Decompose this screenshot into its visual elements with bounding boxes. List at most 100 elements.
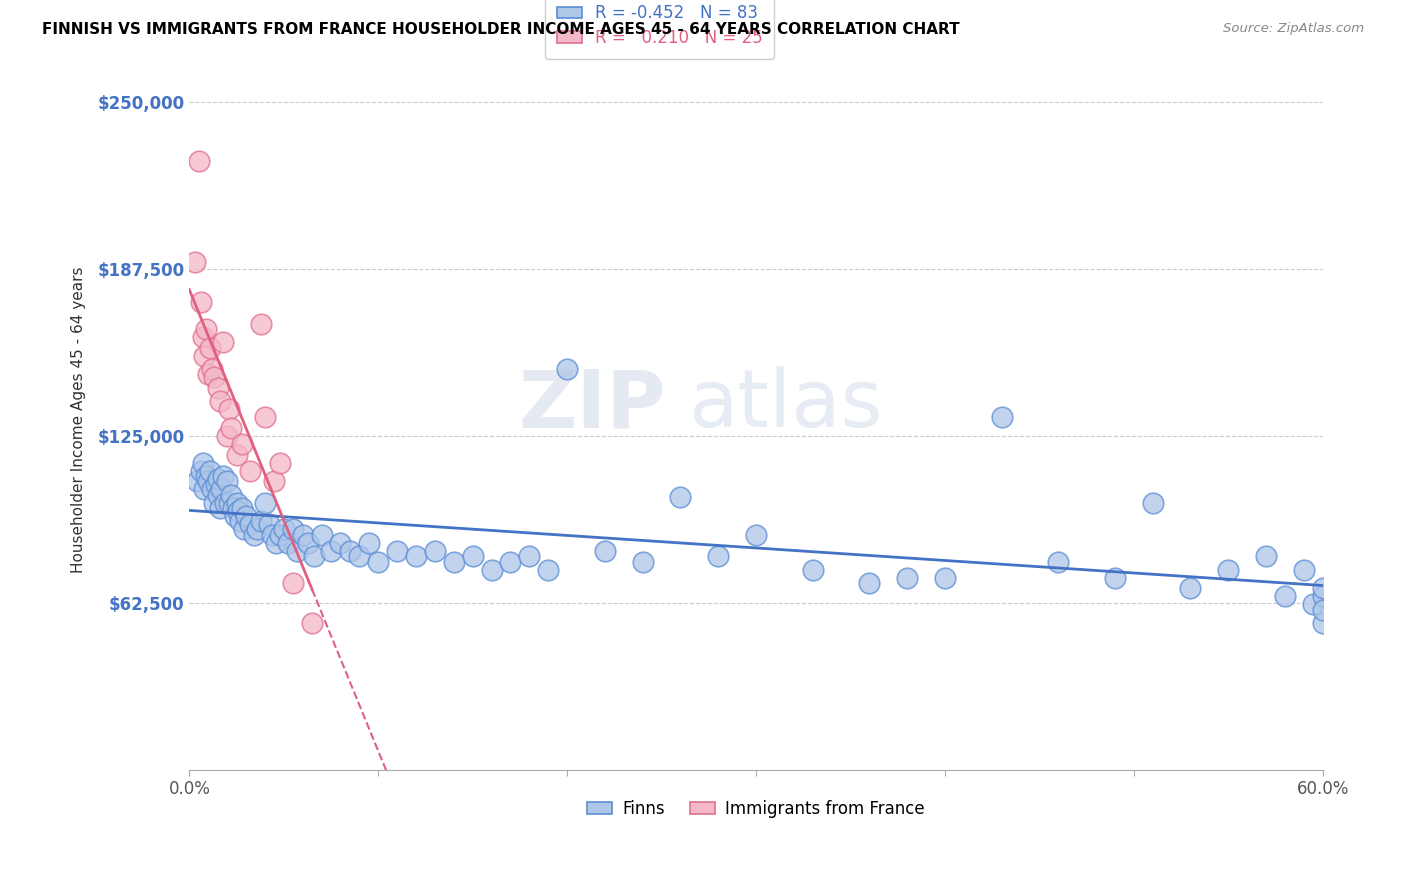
Text: FINNISH VS IMMIGRANTS FROM FRANCE HOUSEHOLDER INCOME AGES 45 - 64 YEARS CORRELAT: FINNISH VS IMMIGRANTS FROM FRANCE HOUSEH… bbox=[42, 22, 960, 37]
Point bbox=[443, 555, 465, 569]
Point bbox=[250, 317, 273, 331]
Point bbox=[211, 483, 233, 497]
Point bbox=[231, 437, 253, 451]
Point bbox=[269, 456, 291, 470]
Point bbox=[1312, 602, 1334, 616]
Point bbox=[555, 362, 578, 376]
Point bbox=[197, 368, 219, 382]
Point bbox=[896, 571, 918, 585]
Point bbox=[207, 381, 229, 395]
Point bbox=[190, 295, 212, 310]
Point bbox=[195, 469, 218, 483]
Point bbox=[193, 349, 215, 363]
Point bbox=[253, 410, 276, 425]
Point bbox=[367, 555, 389, 569]
Point bbox=[283, 576, 305, 591]
Point bbox=[202, 370, 225, 384]
Point bbox=[201, 362, 224, 376]
Point bbox=[204, 477, 226, 491]
Point bbox=[461, 549, 484, 564]
Point bbox=[593, 544, 616, 558]
Text: ZIP: ZIP bbox=[517, 367, 665, 444]
Point bbox=[262, 528, 284, 542]
Point bbox=[858, 576, 880, 591]
Point bbox=[285, 544, 308, 558]
Point bbox=[198, 464, 221, 478]
Point bbox=[190, 464, 212, 478]
Point bbox=[239, 517, 262, 532]
Point bbox=[269, 528, 291, 542]
Legend: Finns, Immigrants from France: Finns, Immigrants from France bbox=[581, 794, 931, 825]
Point bbox=[208, 394, 231, 409]
Point bbox=[198, 341, 221, 355]
Point bbox=[231, 501, 253, 516]
Point bbox=[273, 523, 295, 537]
Point bbox=[239, 464, 262, 478]
Point bbox=[934, 571, 956, 585]
Point bbox=[311, 528, 333, 542]
Point bbox=[197, 475, 219, 489]
Point bbox=[1047, 555, 1070, 569]
Point bbox=[225, 448, 247, 462]
Point bbox=[499, 555, 522, 569]
Point bbox=[1104, 571, 1126, 585]
Point bbox=[219, 421, 242, 435]
Point bbox=[339, 544, 361, 558]
Point bbox=[212, 469, 235, 483]
Point bbox=[218, 496, 240, 510]
Point bbox=[1292, 563, 1315, 577]
Point bbox=[253, 496, 276, 510]
Point bbox=[319, 544, 342, 558]
Point bbox=[195, 322, 218, 336]
Point bbox=[302, 549, 325, 564]
Point bbox=[202, 496, 225, 510]
Point bbox=[250, 515, 273, 529]
Point bbox=[263, 475, 285, 489]
Point bbox=[184, 255, 207, 269]
Point bbox=[291, 528, 314, 542]
Point bbox=[1302, 597, 1324, 611]
Y-axis label: Householder Income Ages 45 - 64 years: Householder Income Ages 45 - 64 years bbox=[72, 266, 86, 573]
Point bbox=[208, 501, 231, 516]
Point bbox=[1312, 615, 1334, 630]
Point bbox=[233, 523, 256, 537]
Point bbox=[801, 563, 824, 577]
Point bbox=[193, 483, 215, 497]
Point bbox=[405, 549, 427, 564]
Point bbox=[235, 509, 257, 524]
Point bbox=[349, 549, 371, 564]
Text: Source: ZipAtlas.com: Source: ZipAtlas.com bbox=[1223, 22, 1364, 36]
Point bbox=[990, 410, 1012, 425]
Point bbox=[186, 475, 208, 489]
Point bbox=[212, 335, 235, 350]
Point bbox=[219, 488, 242, 502]
Point bbox=[1218, 563, 1240, 577]
Point bbox=[301, 615, 323, 630]
Point bbox=[481, 563, 503, 577]
Point bbox=[277, 536, 299, 550]
Point bbox=[631, 555, 654, 569]
Point bbox=[207, 472, 229, 486]
Point bbox=[217, 475, 239, 489]
Point bbox=[385, 544, 408, 558]
Point bbox=[707, 549, 730, 564]
Point bbox=[214, 496, 236, 510]
Point bbox=[329, 536, 352, 550]
Point bbox=[297, 536, 319, 550]
Point bbox=[224, 509, 246, 524]
Point bbox=[1254, 549, 1277, 564]
Point bbox=[225, 496, 247, 510]
Point bbox=[423, 544, 446, 558]
Point bbox=[217, 429, 239, 443]
Point bbox=[745, 528, 768, 542]
Point bbox=[1274, 589, 1296, 603]
Point bbox=[222, 501, 245, 516]
Point bbox=[357, 536, 380, 550]
Point bbox=[246, 523, 269, 537]
Point bbox=[191, 330, 214, 344]
Point bbox=[1180, 582, 1202, 596]
Point bbox=[669, 491, 692, 505]
Point bbox=[242, 528, 264, 542]
Point bbox=[283, 523, 305, 537]
Point bbox=[257, 517, 280, 532]
